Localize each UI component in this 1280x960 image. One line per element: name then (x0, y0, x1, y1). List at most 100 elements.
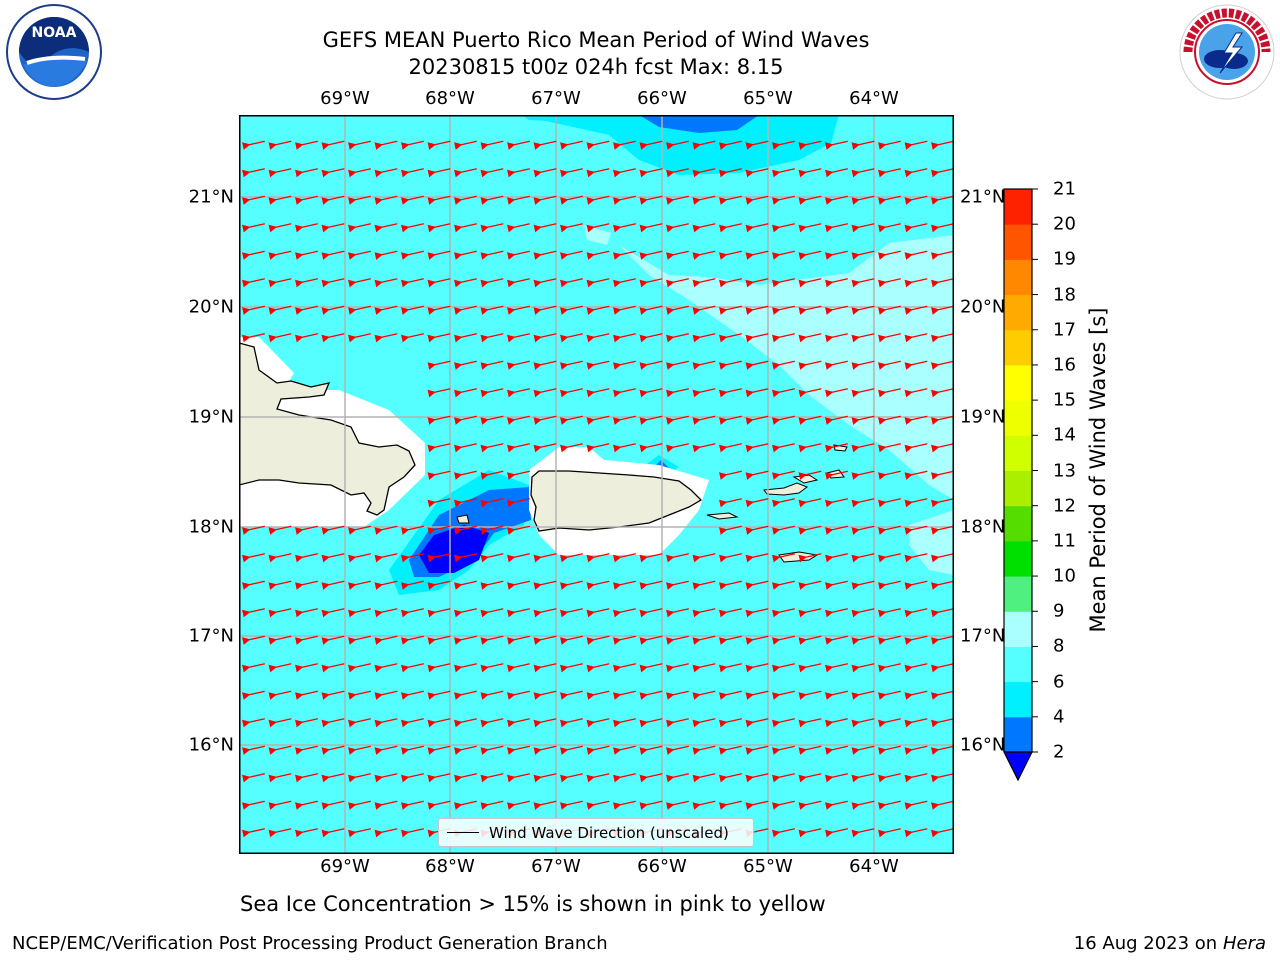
lon-label-bottom: 66°W (637, 856, 687, 877)
wave-arrow (798, 608, 822, 618)
wave-arrow (745, 498, 769, 508)
wave-arrow (878, 388, 901, 398)
wave-arrow (454, 690, 477, 700)
wave-arrow (295, 635, 318, 645)
wave-arrow (825, 250, 848, 260)
wave-arrow (851, 498, 875, 508)
colorbar-band (1004, 189, 1032, 225)
wave-arrow (851, 553, 875, 563)
wave-arrow (401, 745, 424, 755)
wave-arrow (242, 168, 265, 178)
noaa-logo: NOAA (6, 4, 102, 100)
wave-arrow (268, 828, 292, 838)
wave-arrow (427, 195, 451, 205)
wave-arrow (321, 525, 345, 535)
period-8-9-region (619, 235, 954, 500)
wave-arrow (666, 278, 689, 288)
wave-arrow (878, 305, 901, 315)
wave-arrow (533, 415, 557, 425)
wave-arrow (692, 635, 716, 645)
wave-arrow (586, 140, 610, 150)
wave-arrow (719, 305, 742, 315)
wave-arrow (719, 580, 742, 590)
colorbar-tick-label: 13 (1053, 460, 1076, 481)
wave-arrow (374, 140, 398, 150)
wave-arrow (613, 333, 636, 343)
wave-arrow (904, 470, 928, 480)
wave-arrow (851, 635, 875, 645)
wave-arrow (401, 305, 424, 315)
wave-arrow (348, 828, 371, 838)
wave-arrow (666, 608, 689, 618)
colorbar-tick-label: 17 (1053, 319, 1076, 341)
wave-arrow (878, 745, 901, 755)
wave-arrow (401, 718, 424, 728)
colorbar-tick-label: 6 (1053, 671, 1065, 693)
wave-arrow (904, 525, 928, 535)
wave-arrow (878, 415, 901, 425)
wave-arrow (268, 140, 292, 150)
wave-arrow (798, 223, 822, 233)
wave-arrow (851, 773, 875, 783)
wave-arrow (401, 223, 424, 233)
puerto-rico-land (530, 470, 703, 532)
wave-arrow (613, 195, 636, 205)
wave-arrow (242, 828, 265, 838)
wave-arrow (507, 250, 530, 260)
wave-arrow (878, 553, 901, 563)
wave-arrow (613, 635, 636, 645)
wave-arrow (507, 800, 530, 810)
wave-arrow (480, 223, 504, 233)
wave-arrow (348, 250, 371, 260)
wave-arrow (454, 388, 477, 398)
wave-arrow (825, 635, 848, 645)
wave-arrow (931, 223, 954, 233)
colorbar-tick-label: 11 (1053, 530, 1076, 552)
wave-arrow (560, 718, 583, 728)
wave-arrow (666, 360, 689, 370)
wave-arrow (825, 360, 848, 370)
wave-arrow (772, 718, 795, 728)
wave-arrow (904, 773, 928, 783)
period-2-4-region (419, 525, 489, 573)
wave-arrow (348, 305, 371, 315)
wave-arrow (825, 745, 848, 755)
wave-arrow (878, 525, 901, 535)
lat-label-left: 20°N (188, 296, 234, 318)
colorbar-band (1004, 364, 1032, 401)
wave-arrow (666, 195, 689, 205)
period-4-6-region (639, 115, 759, 133)
wave-arrow (798, 470, 822, 480)
wave-arrow (242, 250, 265, 260)
wave-arrow (374, 333, 398, 343)
wave-arrow (692, 333, 716, 343)
wave-arrow (454, 745, 477, 755)
wave-arrow (904, 278, 928, 288)
wave-arrow (586, 360, 610, 370)
wave-arrow (454, 360, 477, 370)
wind-wave-arrows (242, 140, 954, 838)
wave-arrow (560, 333, 583, 343)
wave-arrow (719, 223, 742, 233)
wave-arrow (745, 443, 769, 453)
wave-arrow (348, 168, 371, 178)
wave-arrow (295, 278, 318, 288)
wave-arrow (904, 333, 928, 343)
wave-arrow (348, 195, 371, 205)
wave-arrow (533, 195, 557, 205)
wave-arrow (507, 168, 530, 178)
wave-arrow (745, 800, 769, 810)
wave-arrow (719, 745, 742, 755)
wave-arrow (745, 773, 769, 783)
wave-arrow (931, 608, 954, 618)
lat-label-left: 17°N (188, 625, 234, 647)
wave-arrow (268, 333, 292, 343)
wave-arrow (931, 250, 954, 260)
wave-arrow (321, 195, 345, 205)
wave-arrow (825, 278, 848, 288)
wave-arrow (613, 415, 636, 425)
wave-arrow (560, 773, 583, 783)
wave-arrow (851, 663, 875, 673)
wave-arrow (798, 773, 822, 783)
wave-arrow (268, 168, 292, 178)
